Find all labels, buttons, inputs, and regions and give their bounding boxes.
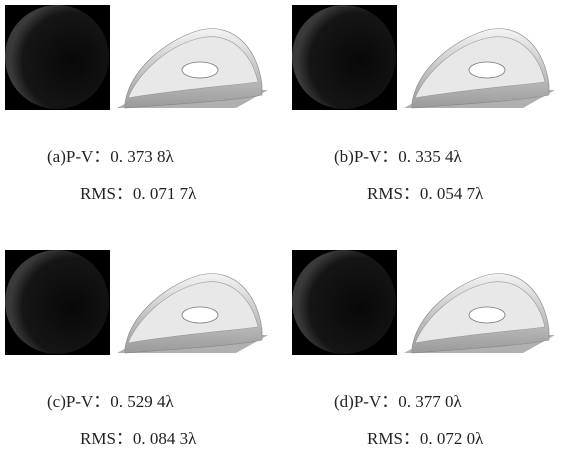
panel: (a)P-V：0. 373 8λ RMS：0. 071 7λ [5, 5, 268, 203]
surface-hole [182, 62, 218, 78]
caption-rms: RMS：0. 071 7λ [80, 184, 197, 203]
caption-pv: (b)P-V：0. 335 4λ [334, 147, 462, 166]
figure: (a)P-V：0. 373 8λ RMS：0. 071 7λ (b)P-V：0. 3… [0, 0, 565, 456]
surface-hole [469, 307, 505, 323]
surface-hole [469, 62, 505, 78]
panel: (b)P-V：0. 335 4λ RMS：0. 054 7λ [292, 5, 555, 203]
caption-rms: RMS：0. 084 3λ [80, 429, 197, 448]
interferogram-disc [292, 5, 396, 109]
panel: (c)P-V：0. 529 4λ RMS：0. 084 3λ [5, 250, 268, 448]
surface-hole [182, 307, 218, 323]
caption-pv: (d)P-V：0. 377 0λ [334, 392, 462, 411]
caption-pv: (a)P-V：0. 373 8λ [47, 147, 175, 166]
interferogram-disc [292, 250, 396, 354]
panel: (d)P-V：0. 377 0λ RMS：0. 072 0λ [292, 250, 555, 448]
interferogram-disc [5, 5, 109, 109]
caption-rms: RMS：0. 054 7λ [367, 184, 484, 203]
caption-pv: (c)P-V：0. 529 4λ [47, 392, 175, 411]
caption-rms: RMS：0. 072 0λ [367, 429, 484, 448]
interferogram-disc [5, 250, 109, 354]
